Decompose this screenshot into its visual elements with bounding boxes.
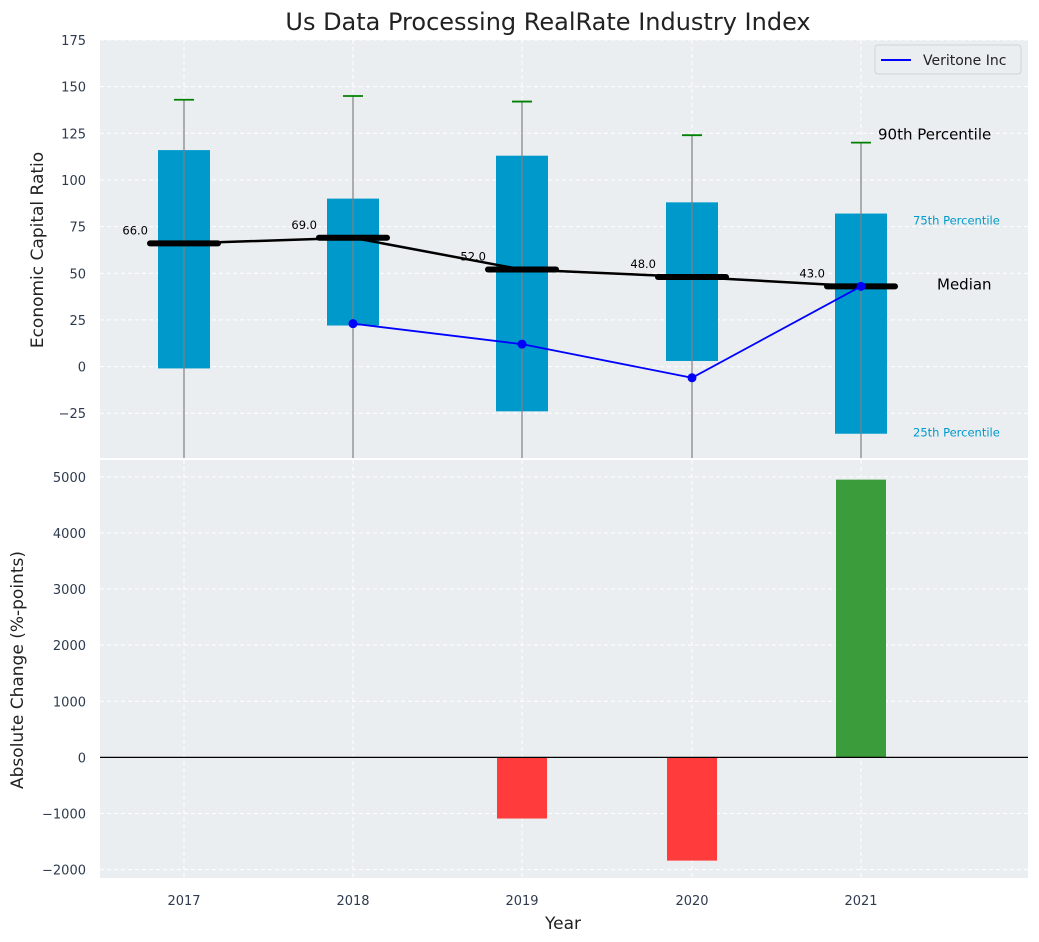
legend-label-veritone: Veritone Inc [923, 53, 1006, 69]
median-value-label: 48.0 [630, 257, 656, 271]
x-axis-label: Year [544, 914, 581, 934]
veritone-point-2018 [348, 319, 358, 329]
bottom-y-tick-label: 2000 [53, 639, 86, 654]
legend-box [874, 44, 1022, 75]
top-box-marks: 66.0 69.0 52.0 48.0 43.0 [122, 95, 898, 458]
percentile-annotations: 90th Percentile 75th Percentile Median 25th… [878, 126, 1000, 440]
median-value-label: 69.0 [291, 218, 317, 232]
median-value-label: 43.0 [799, 266, 825, 280]
top-plot-area [100, 40, 1028, 458]
annotation-90th-percentile: 90th Percentile [878, 126, 991, 144]
veritone-point-2020 [687, 373, 697, 383]
x-tick-label: 2017 [167, 894, 200, 909]
veritone-point-2019 [517, 339, 527, 349]
change-bar-2019 [497, 757, 547, 819]
top-y-tick-label: 75 [69, 221, 86, 236]
bottom-plot-area [100, 460, 1028, 878]
top-y-tick-label: 25 [69, 314, 86, 329]
x-tick-label: 2021 [844, 894, 877, 909]
median-value-label: 66.0 [122, 223, 148, 237]
top-y-tick-label: 150 [61, 81, 86, 96]
top-gridlines [100, 39, 1028, 458]
chart-title: Us Data Processing RealRate Industry Ind… [285, 8, 810, 36]
bottom-y-tick-label: 0 [78, 751, 86, 766]
top-y-tick-label: 100 [61, 174, 86, 189]
legend: Veritone Inc [874, 44, 1022, 75]
bottom-y-axis-label: Absolute Change (%-points) [8, 551, 28, 789]
x-tick-label: 2020 [675, 894, 708, 909]
top-y-tick-label: 50 [69, 267, 86, 282]
change-bar-2020 [667, 757, 717, 861]
top-y-axis-ticks: 175 150 125 100 75 50 25 0 −25 [59, 34, 86, 422]
bottom-y-tick-label: −2000 [42, 864, 86, 879]
annotation-25th-percentile: 25th Percentile [913, 426, 1000, 440]
bottom-bar-marks [100, 479, 1028, 861]
x-tick-label: 2018 [336, 894, 369, 909]
bottom-y-tick-label: 4000 [53, 527, 86, 542]
bottom-y-tick-label: 5000 [53, 471, 86, 486]
bottom-y-tick-label: 3000 [53, 583, 86, 598]
top-y-tick-label: 175 [61, 34, 86, 49]
top-y-axis-label: Economic Capital Ratio [28, 152, 48, 348]
bottom-y-axis-ticks: 5000 4000 3000 2000 1000 0 −1000 −2000 [42, 471, 86, 879]
veritone-point-2021 [856, 281, 866, 291]
bottom-y-tick-label: −1000 [42, 807, 86, 822]
annotation-75th-percentile: 75th Percentile [913, 214, 1000, 228]
x-tick-label: 2019 [505, 894, 538, 909]
median-value-label: 52.0 [460, 250, 486, 264]
top-y-tick-label: 125 [61, 127, 86, 142]
top-y-tick-label: −25 [59, 407, 86, 422]
change-bar-2021 [836, 479, 886, 758]
veritone-line [352, 285, 862, 379]
annotation-median: Median [937, 275, 992, 293]
x-axis-ticks: 2017 2018 2019 2020 2021 [167, 894, 877, 909]
top-y-tick-label: 0 [78, 361, 86, 376]
bottom-y-tick-label: 1000 [53, 695, 86, 710]
